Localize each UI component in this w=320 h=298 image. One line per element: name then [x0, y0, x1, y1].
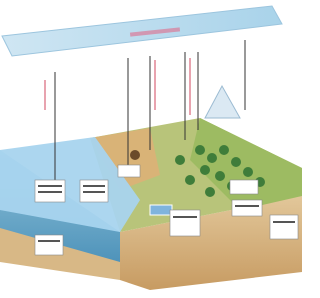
building [150, 205, 172, 215]
animal [130, 150, 140, 160]
page [0, 0, 320, 298]
diagram [0, 0, 302, 298]
